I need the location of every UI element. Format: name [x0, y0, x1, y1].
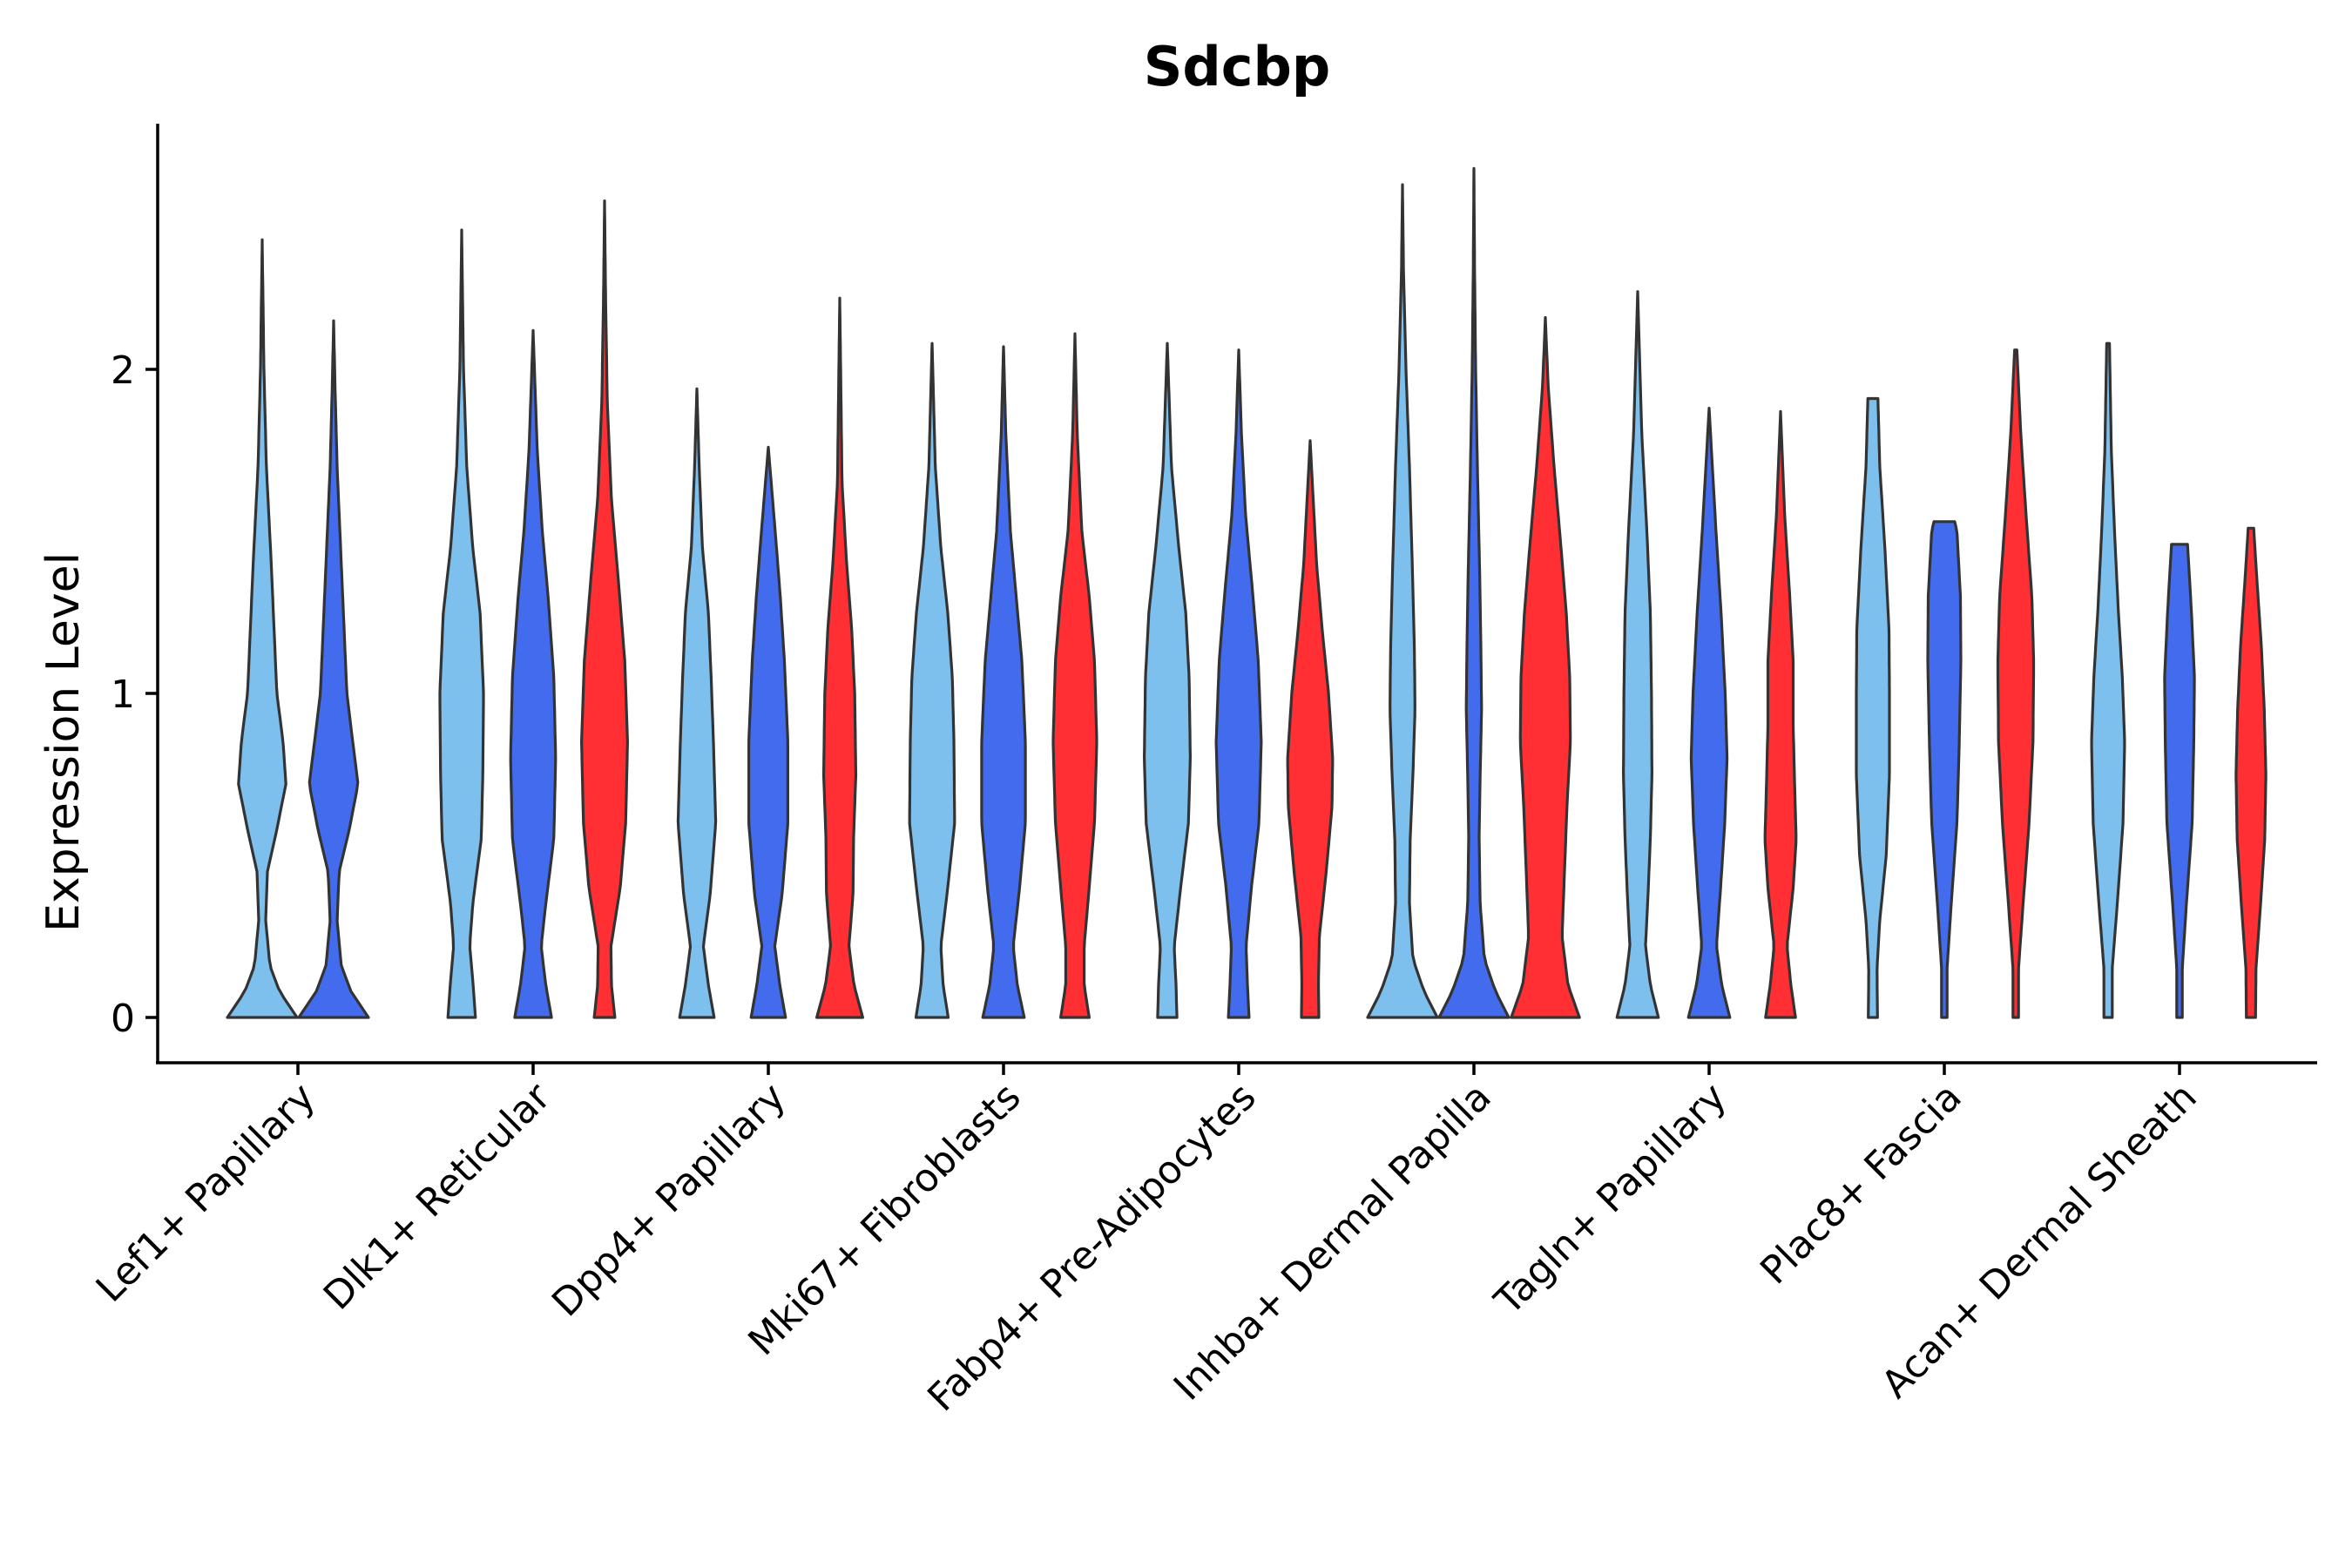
violin-inhba-dermal-papilla-3	[1510, 315, 1581, 1019]
x-tick-label: Plac8+ Fascia	[1752, 1075, 1970, 1294]
violin-inhba-dermal-papilla-1	[1366, 183, 1439, 1019]
violin-dpp4-papillary-3	[815, 296, 864, 1019]
violin-tagln-papillary-3	[1763, 409, 1798, 1019]
violin-acan-dermal-sheath-1	[2090, 341, 2126, 1019]
x-tick-label: Tagln+ Papillary	[1486, 1075, 1735, 1324]
y-tick-label: 2	[111, 348, 135, 393]
violin-fabp4-pre-adipocytes-2	[1214, 348, 1263, 1019]
violin-dlk1-reticular-3	[580, 199, 629, 1019]
violin-mki67-fibroblasts-3	[1051, 332, 1098, 1019]
y-tick-label: 0	[111, 997, 135, 1041]
violin-dlk1-reticular-1	[438, 228, 485, 1019]
violin-mki67-fibroblasts-2	[980, 345, 1027, 1019]
violin-plac8-fascia-2	[1926, 520, 1963, 1019]
y-axis-label: Expression Level	[37, 552, 90, 932]
x-tick-label: Lef1+ Papillary	[88, 1075, 324, 1311]
violin-inhba-dermal-papilla-2	[1437, 166, 1511, 1019]
violin-mki67-fibroblasts-1	[908, 341, 956, 1019]
y-axis-ticks: 0 1 2	[111, 348, 158, 1041]
x-tick-label: Dlk1+ Reticular	[315, 1074, 560, 1319]
violin-layer	[226, 166, 2268, 1019]
violin-dlk1-reticular-2	[509, 328, 558, 1019]
violin-dpp4-papillary-2	[747, 445, 789, 1019]
x-tick-label: Dpp4+ Papillary	[544, 1075, 794, 1326]
violin-plac8-fascia-1	[1855, 396, 1891, 1019]
violin-acan-dermal-sheath-3	[2234, 526, 2268, 1019]
chart-title: Sdcbp	[1144, 35, 1331, 98]
y-tick-label: 1	[111, 672, 135, 717]
violin-lef1-papillary-1	[226, 238, 299, 1019]
violin-fabp4-pre-adipocytes-3	[1286, 439, 1335, 1019]
violin-tagln-papillary-1	[1615, 290, 1660, 1019]
violin-lef1-papillary-2	[297, 319, 370, 1019]
violin-tagln-papillary-2	[1686, 407, 1732, 1019]
violin-dpp4-papillary-1	[676, 387, 718, 1019]
violin-fabp4-pre-adipocytes-1	[1143, 341, 1192, 1019]
violin-plac8-fascia-3	[1996, 348, 2036, 1019]
violin-acan-dermal-sheath-2	[2163, 543, 2196, 1019]
